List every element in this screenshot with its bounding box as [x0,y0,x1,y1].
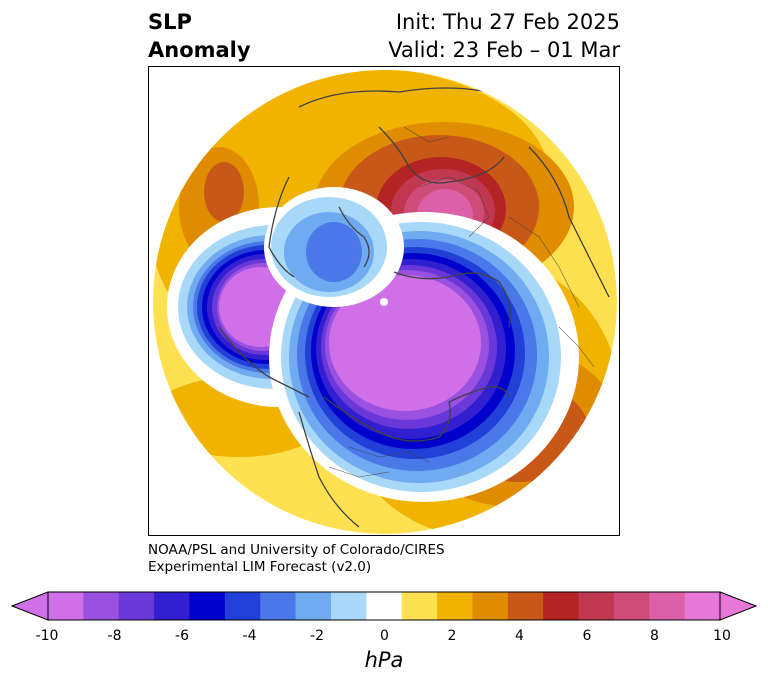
forecast-dates: Init: Thu 27 Feb 2025 Valid: 23 Feb – 01… [388,8,620,64]
colorbar-tick-label: 10 [713,628,731,644]
colorbar-swatch [684,592,721,620]
init-date: Init: Thu 27 Feb 2025 [395,10,620,34]
colorbar-swatch [260,592,297,620]
colorbar-swatch [118,592,155,620]
colorbar-swatch [189,592,226,620]
colorbar-tick-label: -4 [242,628,257,644]
colorbar-swatch [543,592,580,620]
map-title: SLP Anomaly [148,8,251,64]
colorbar-tick-label: 8 [650,628,659,644]
colorbar-swatch [578,592,615,620]
colorbar-swatch [649,592,686,620]
colorbar-tick-label: -10 [35,628,59,644]
colorbar-tick-label: 6 [582,628,592,644]
colorbar [10,591,758,621]
colorbar-swatch [507,592,544,620]
colorbar-swatch [366,592,403,620]
pole-marker [380,298,388,306]
slp-anomaly-map [153,70,617,534]
colorbar-tick-label: -2 [310,628,324,644]
title-line-2: Anomaly [148,38,251,62]
colorbar-swatch [83,592,120,620]
polar-map [148,66,620,536]
colorbar-tick-label: -6 [175,628,189,644]
credit-line-1: NOAA/PSL and University of Colorado/CIRE… [148,542,445,558]
colorbar-tick-label: -8 [107,628,122,644]
colorbar-swatch [437,592,473,620]
political-borders [328,126,595,478]
colorbar-swatch [472,592,509,620]
colorbar-over-arrow [719,591,758,621]
colorbar-tick-label: 4 [515,628,524,644]
title-line-1: SLP [148,10,192,34]
colorbar-swatch [613,592,650,620]
colorbar-tick-label: 0 [380,628,389,644]
credit-text: NOAA/PSL and University of Colorado/CIRE… [148,542,445,576]
colorbar-swatch [330,592,367,620]
valid-dates: Valid: 23 Feb – 01 Mar [388,38,620,62]
north-america-low [269,212,579,502]
colorbar-border [47,591,721,621]
colorbar-swatch [48,592,84,620]
colorbar-under-arrow [10,591,49,621]
colorbar-swatch [295,592,332,620]
colorbar-swatch [224,592,261,620]
colorbar-swatch [401,592,438,620]
colorbar-tick-label: 2 [447,628,457,644]
colorbar-unit: hPa [364,648,404,672]
credit-line-2: Experimental LIM Forecast (v2.0) [148,559,372,575]
colorbar-swatch [154,592,190,620]
